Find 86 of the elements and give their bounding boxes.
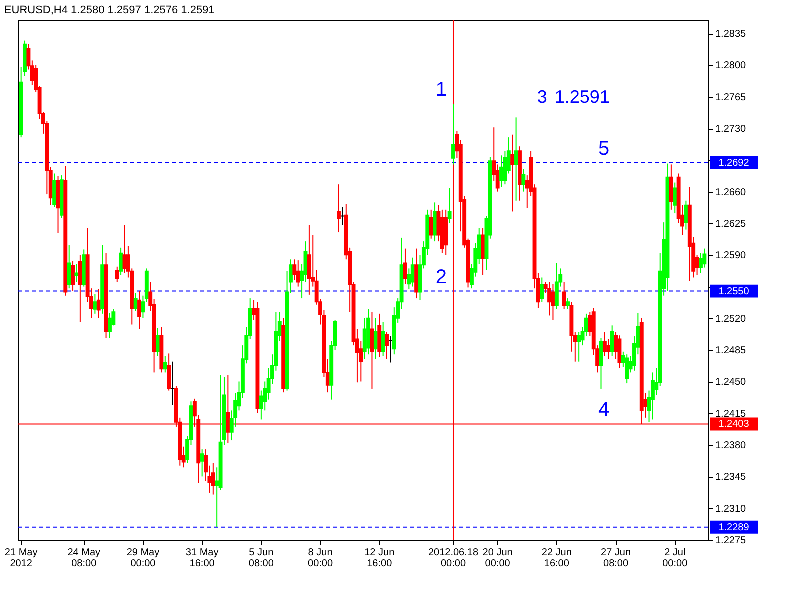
ref-line-label: 1.2403	[718, 419, 750, 430]
y-tick-label: 1.2625	[716, 218, 747, 230]
candlestick	[71, 260, 76, 292]
candlestick	[548, 282, 552, 316]
candlestick	[211, 462, 216, 496]
y-tick-label: 1.2730	[716, 124, 747, 136]
candlestick	[385, 332, 389, 360]
x-tick-label: 31 May 16:00	[186, 548, 219, 570]
candlestick	[381, 322, 386, 357]
candlestick	[226, 374, 230, 444]
candlestick	[510, 134, 515, 212]
y-tick-label: 1.2275	[716, 536, 747, 546]
candlestick	[74, 264, 79, 283]
x-tick-label: 20 Jun 00:00	[482, 548, 513, 570]
chart-title: EURUSD,H4 1.2580 1.2597 1.2576 1.2591	[4, 4, 215, 16]
candlestick	[296, 260, 300, 288]
y-tick-label: 1.2380	[716, 440, 747, 452]
candlestick	[93, 294, 98, 314]
x-tick-label: 29 May 00:00	[126, 548, 160, 570]
candlestick	[67, 244, 72, 290]
y-tick-label: 1.2590	[716, 250, 747, 262]
candlestick	[108, 312, 112, 339]
candlestick	[337, 184, 341, 234]
candlestick	[307, 224, 312, 296]
candlestick	[650, 372, 655, 420]
candlestick	[566, 298, 570, 310]
x-tick-label: 24 May 08:00	[68, 548, 101, 570]
annotation: 5	[598, 138, 610, 160]
candlestick	[134, 292, 138, 312]
candlestick	[200, 449, 204, 478]
x-tick-label: 2012.06.18 00:00	[428, 548, 479, 570]
x-tick-label: 2 Jul 00:00	[662, 548, 688, 570]
y-tick-label: 1.2345	[716, 472, 747, 484]
x-tick-label: 22 Jun 16:00	[542, 548, 572, 570]
y-tick-label: 1.2450	[716, 377, 747, 388]
candlestick	[673, 182, 678, 214]
candlestick	[163, 356, 168, 374]
candlestick	[625, 354, 630, 384]
annotation: 2	[436, 266, 448, 288]
candlestick	[618, 335, 622, 369]
annotation: 3	[537, 87, 548, 107]
candlestick	[551, 284, 556, 321]
candlestick	[448, 188, 452, 224]
y-tick-label: 1.2520	[716, 314, 747, 325]
y-tick-label: 1.2310	[716, 504, 747, 515]
x-tick-label: 8 Jun 00:00	[308, 548, 334, 570]
candlestick	[522, 168, 526, 192]
annotation: 1	[436, 79, 448, 102]
candlestick	[606, 338, 611, 360]
candlestick	[500, 155, 504, 188]
annotation: 4	[598, 399, 610, 422]
candlestick	[115, 266, 120, 283]
candlestick	[404, 248, 408, 285]
y-tick-label: 1.2835	[716, 29, 747, 40]
candlestick	[554, 262, 559, 310]
candlestick	[514, 117, 518, 202]
ref-line-label: 1.2289	[718, 522, 750, 534]
x-tick-label: 5 Jun 08:00	[248, 548, 274, 570]
x-tick-label: 21 May 2012	[4, 548, 38, 570]
candlestick	[481, 228, 486, 276]
annotation: 1.2591	[554, 87, 610, 107]
y-tick-label: 1.2660	[716, 187, 747, 198]
ref-line-label: 1.2550	[718, 286, 750, 298]
candlestick	[610, 325, 614, 357]
candlestick	[52, 173, 57, 208]
y-tick-label: 1.2765	[716, 92, 747, 104]
candlestick	[562, 282, 566, 310]
candlestick	[410, 257, 415, 288]
candlestick	[96, 288, 101, 319]
candlestick	[167, 353, 172, 392]
candlestick	[122, 224, 127, 274]
y-tick-label: 1.2485	[716, 346, 747, 357]
ref-line-label: 1.2692	[718, 158, 750, 169]
candlestick	[119, 247, 124, 276]
candlestick	[156, 328, 160, 357]
candlestick	[452, 104, 456, 166]
candlestick	[577, 332, 582, 362]
candlestick	[540, 277, 544, 303]
x-tick-label: 12 Jun 16:00	[364, 548, 395, 570]
candlestick	[684, 200, 688, 230]
candlestick	[699, 252, 703, 274]
x-tick-label: 27 Jun 08:00	[601, 548, 632, 570]
y-tick-label: 1.2800	[716, 60, 747, 72]
y-tick-label: 1.2415	[716, 408, 747, 420]
candlestick	[602, 332, 607, 357]
candlestick	[138, 290, 142, 330]
